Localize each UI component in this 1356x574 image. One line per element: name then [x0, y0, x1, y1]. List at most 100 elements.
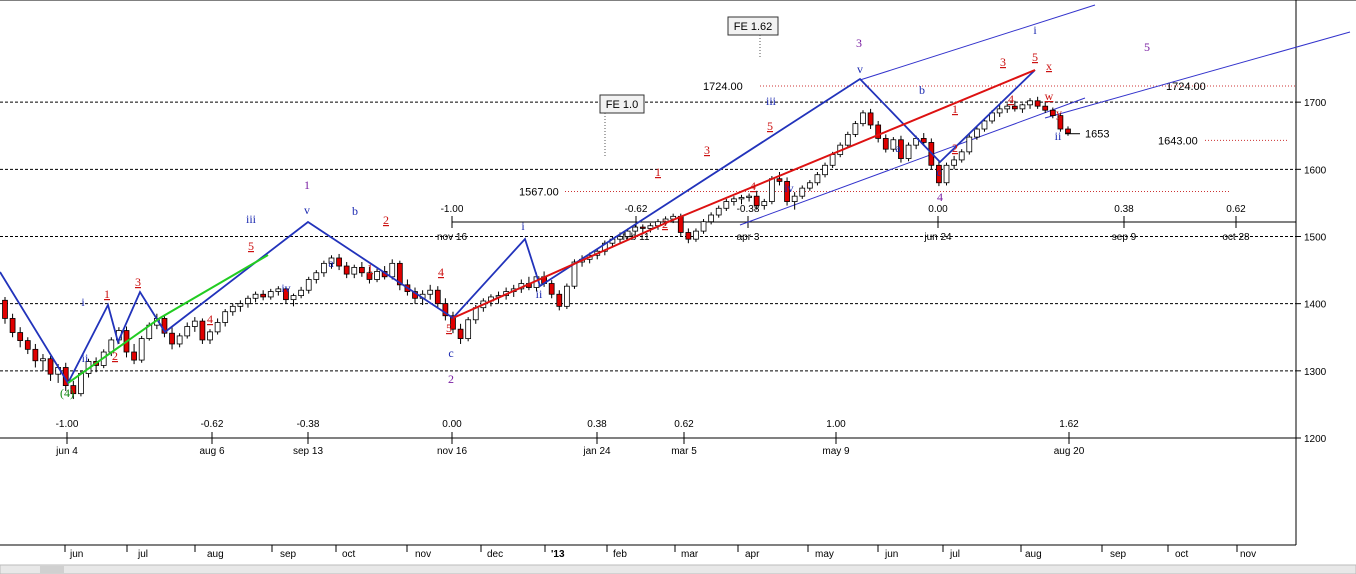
blue-wave-ii-3: ii — [1055, 129, 1062, 143]
candle-body — [169, 332, 175, 345]
lower-fib-date: aug 6 — [199, 446, 224, 457]
candle-body — [351, 266, 358, 275]
candle-body — [78, 373, 84, 395]
candle-body — [890, 139, 897, 150]
candle-body — [943, 164, 950, 184]
candle-body — [237, 303, 244, 307]
candle-body — [298, 289, 304, 296]
candle-body — [996, 108, 1003, 114]
red-wave-label: 2 — [662, 217, 668, 231]
candle-body — [806, 182, 813, 189]
month-label: mar — [681, 549, 699, 560]
red-wave-label: 5 — [248, 239, 254, 253]
candle-body — [791, 195, 798, 202]
last-price-label: 1653 — [1085, 129, 1109, 141]
candle-body — [2, 299, 8, 319]
candle-body — [290, 295, 297, 301]
red-wave-label: 4 — [750, 179, 756, 193]
candle-body — [685, 232, 692, 240]
horizontal-scrollbar[interactable] — [0, 564, 1356, 574]
candle-body — [70, 385, 77, 395]
lower-fib-ratio: -1.00 — [56, 419, 79, 430]
red-wave-w: w — [1045, 89, 1054, 103]
candle-body — [389, 262, 396, 278]
lower-fib-date: jun 4 — [55, 446, 78, 457]
candle-body — [358, 266, 365, 274]
blue-wave-line — [0, 69, 1036, 385]
candle-body — [457, 328, 464, 339]
candle-body — [32, 348, 39, 362]
candle-body — [396, 262, 403, 286]
lower-fib-ratio: 0.62 — [674, 419, 694, 430]
upper-fib-ratio: 0.00 — [928, 204, 948, 215]
level-1724-label-left: 1724.00 — [703, 81, 743, 93]
candle-body — [974, 128, 980, 138]
month-axis: jun jul aug sep oct nov dec '13 feb mar apr may jun j… — [64, 545, 1256, 560]
purple-wave-5: 5 — [1144, 40, 1150, 54]
candle-body — [564, 285, 570, 307]
lower-fib-date: aug 20 — [1054, 446, 1085, 457]
candle-body — [989, 112, 995, 122]
red-wave-label: 2 — [112, 349, 118, 363]
candle-body — [647, 225, 654, 229]
candle-body — [442, 303, 449, 317]
candle-body — [829, 154, 836, 166]
candle-body — [905, 144, 912, 159]
price-tick-label: 1600 — [1304, 165, 1327, 176]
red-wave-label: 4 — [1008, 92, 1014, 106]
lower-fib-ratio: 1.62 — [1059, 419, 1079, 430]
candle-body — [336, 257, 342, 267]
red-wave-label: 3 — [1000, 55, 1006, 69]
lower-fib-date: nov 16 — [437, 446, 467, 457]
candle-body — [723, 201, 730, 209]
candle-body — [24, 340, 31, 350]
red-wave-label: 1 — [367, 261, 373, 275]
candle-body — [47, 358, 54, 375]
purple-wave-4: 4 — [937, 190, 943, 204]
red-wave-label: 3 — [135, 275, 141, 289]
candle-body — [434, 289, 441, 305]
upper-fib-date: jun 24 — [923, 232, 952, 243]
fe-1-0-box — [599, 94, 645, 114]
upper-fib-ratio: -0.62 — [625, 204, 648, 215]
candle-body — [693, 230, 699, 240]
lower-fib-ratio: 0.38 — [587, 419, 607, 430]
candle-body — [40, 358, 46, 362]
candle-body — [450, 315, 456, 330]
candle-body — [776, 178, 783, 182]
upper-fib-ratio: -1.00 — [441, 204, 464, 215]
candle-body — [131, 351, 137, 361]
red-wave-label: 5 — [767, 119, 773, 133]
purple-wave-1: 1 — [304, 178, 310, 192]
month-label: may — [815, 549, 834, 560]
candle-body — [245, 297, 251, 305]
scrollbar-thumb[interactable] — [40, 566, 64, 573]
candle-body — [328, 257, 335, 264]
candle-body — [738, 197, 745, 200]
candle-body — [632, 226, 639, 232]
candle-body — [374, 271, 380, 280]
candle-body — [214, 322, 221, 333]
candle-body — [936, 164, 942, 184]
candle-body — [784, 181, 790, 202]
red-wave-line — [452, 69, 1036, 319]
month-label: dec — [487, 549, 503, 560]
blue-wave-ii: ii — [82, 351, 89, 365]
upper-fib-date: apr 3 — [737, 232, 760, 243]
right-channel-line — [1044, 31, 1351, 119]
candle-body — [207, 331, 213, 341]
candle-body — [1004, 105, 1011, 110]
candle-body — [981, 120, 988, 130]
red-wave-label: 4 — [438, 265, 444, 279]
purple-wave-2: 2 — [448, 372, 454, 386]
red-wave-label: 4 — [207, 312, 213, 326]
candle-body — [343, 265, 350, 275]
red-wave-label: 3 — [704, 143, 710, 157]
upper-fib-date: oct 28 — [1222, 232, 1250, 243]
red-wave-label: 1 — [655, 165, 661, 179]
candle-body — [229, 305, 236, 313]
candle-body — [191, 320, 198, 327]
price-axis: 1700 1600 1500 1400 1300 1200 — [1296, 98, 1327, 445]
candle-body — [427, 289, 434, 295]
